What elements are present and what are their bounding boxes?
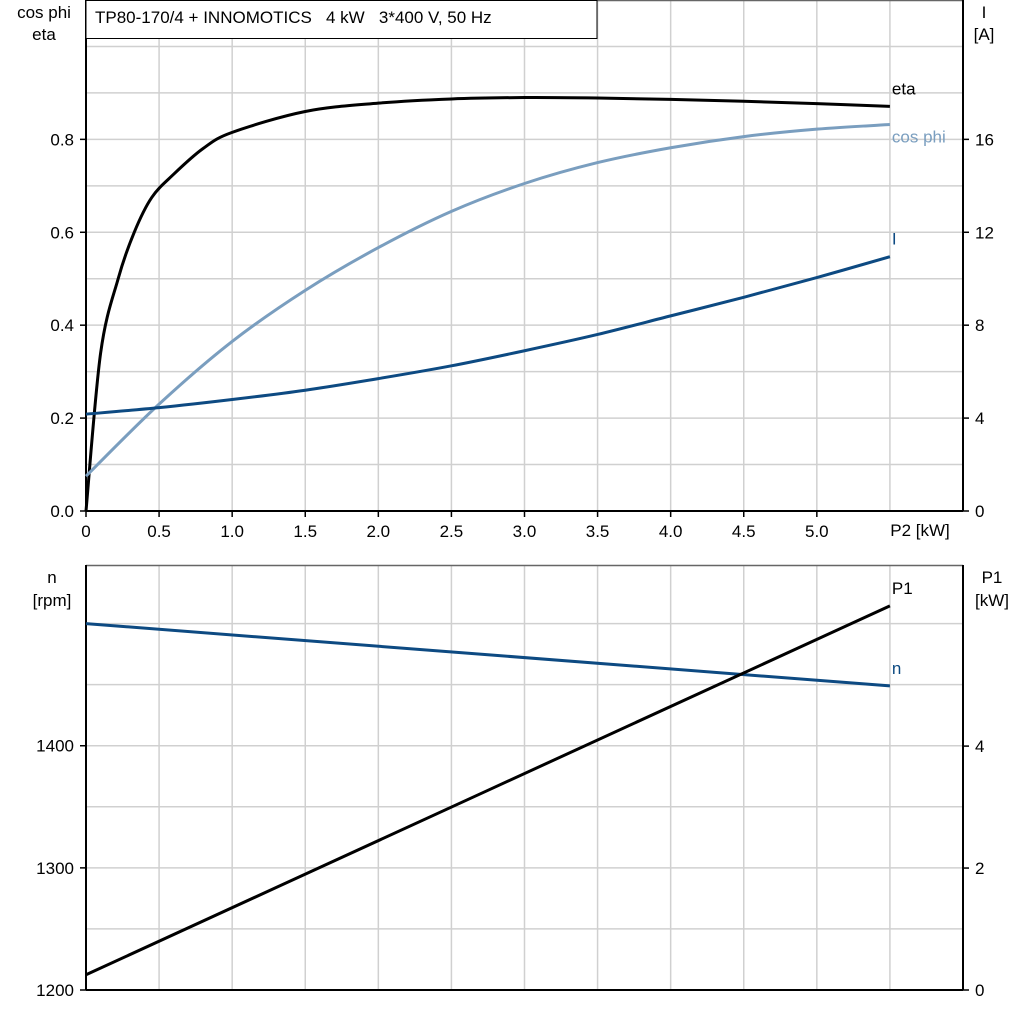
top-ytick-right-label: 0 bbox=[975, 502, 984, 521]
top-ytick-left-label: 0.4 bbox=[50, 316, 74, 335]
top-ytick-right-label: 8 bbox=[975, 316, 984, 335]
top-ytick-left-label: 0.0 bbox=[50, 502, 74, 521]
bottom-ytick-left-label: 1400 bbox=[36, 737, 74, 756]
series-n bbox=[85, 622, 891, 688]
bottom-ytick-left-label: 1200 bbox=[36, 981, 74, 1000]
top-xtick-label: 0 bbox=[81, 522, 90, 541]
top-xtick-label: 3.0 bbox=[513, 522, 537, 541]
series-eta bbox=[84, 96, 890, 512]
ylabel-right-bottom-1: P1 bbox=[982, 568, 1003, 587]
series-P1 bbox=[85, 604, 891, 977]
curves bbox=[84, 96, 891, 977]
top-xtick-label: 3.5 bbox=[586, 522, 610, 541]
top-ytick-right-label: 12 bbox=[975, 223, 994, 242]
ylabel-right-top-2: [A] bbox=[974, 25, 995, 44]
bottom-ytick-right-label: 0 bbox=[975, 981, 984, 1000]
top-xtick-label: 4.0 bbox=[659, 522, 683, 541]
top-ytick-right-label: 16 bbox=[975, 130, 994, 149]
series-label-n: n bbox=[892, 659, 901, 678]
bottom-ytick-right-label: 2 bbox=[975, 859, 984, 878]
top-xtick-label: 2.0 bbox=[367, 522, 391, 541]
ylabel-left-bottom-2: [rpm] bbox=[33, 591, 72, 610]
series-label-P1: P1 bbox=[892, 579, 913, 598]
series-I bbox=[85, 255, 891, 416]
bottom-ytick-right-label: 4 bbox=[975, 737, 984, 756]
series-cos-phi bbox=[84, 123, 891, 478]
bottom-grid bbox=[80, 564, 969, 991]
xlabel: P2 [kW] bbox=[890, 521, 950, 540]
series-label-I: I bbox=[892, 230, 897, 249]
series-label-eta: eta bbox=[892, 79, 916, 98]
bottom-ytick-left-label: 1300 bbox=[36, 859, 74, 878]
series-label-cos-phi: cos phi bbox=[892, 127, 946, 146]
top-xtick-label: 1.5 bbox=[293, 522, 317, 541]
labels: 0.0 0.2 0.4 0.6 0.8 0 4 8 12 16 0 0.5 1.0 1.5 2.0 2.5 3.… bbox=[36, 79, 994, 1000]
top-xtick-label: 0.5 bbox=[147, 522, 171, 541]
top-xtick-label: 1.0 bbox=[220, 522, 244, 541]
ylabel-right-bottom-2: [kW] bbox=[975, 591, 1009, 610]
top-ytick-right-label: 4 bbox=[975, 409, 984, 428]
title-box bbox=[85, 0, 598, 39]
top-grid bbox=[80, 0, 969, 517]
top-xtick-label: 2.5 bbox=[440, 522, 464, 541]
ylabel-left-top-2: eta bbox=[32, 25, 56, 44]
ylabel-right-top-1: I bbox=[982, 3, 987, 22]
top-ytick-left-label: 0.6 bbox=[50, 223, 74, 242]
ylabel-left-bottom-1: n bbox=[47, 568, 56, 587]
ylabel-left-top-1: cos phi bbox=[17, 3, 71, 22]
top-xtick-label: 5.0 bbox=[805, 522, 829, 541]
top-ytick-left-label: 0.2 bbox=[50, 409, 74, 428]
chart-title: TP80-170/4 + INNOMOTICS 4 kW 3*400 V, 50… bbox=[95, 8, 492, 27]
top-xtick-label: 4.5 bbox=[732, 522, 756, 541]
top-ytick-left-label: 0.8 bbox=[50, 130, 74, 149]
